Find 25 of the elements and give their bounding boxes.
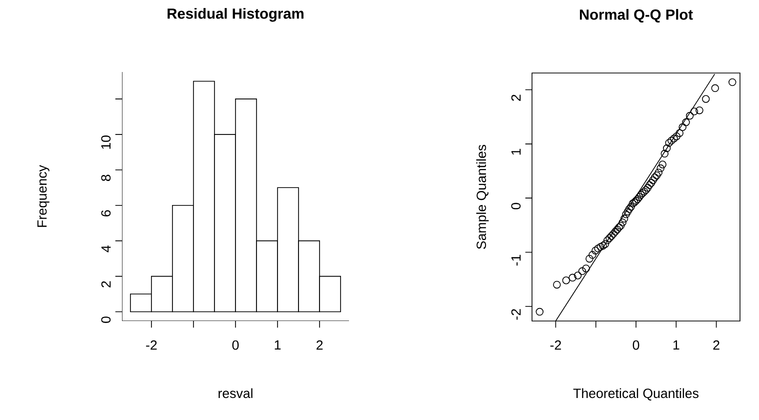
x-tick-label: 1 — [274, 340, 281, 350]
y-axis-title: Sample Quantiles — [476, 144, 489, 249]
y-tick-label: 4 — [101, 246, 111, 252]
x-tick-label: 2 — [316, 340, 323, 350]
y-tick-label: 0 — [511, 202, 521, 210]
y-tick-label: 1 — [511, 148, 521, 155]
x-tick-label: -2 — [550, 340, 561, 350]
y-tick-label: 2 — [101, 281, 111, 288]
y-axis-title: Frequency — [37, 165, 50, 227]
x-tick-label: 1 — [673, 340, 680, 350]
y-tick-label: 0 — [101, 316, 111, 323]
chart-title: Normal Q-Q Plot — [580, 9, 693, 23]
x-axis-title: resval — [218, 388, 252, 398]
x-tick-label: 0 — [232, 340, 239, 350]
x-axis-title: Theoretical Quantiles — [573, 388, 698, 400]
x-tick-label: -2 — [146, 340, 157, 350]
y-tick-label: -2 — [511, 309, 521, 320]
x-tick-label: 0 — [632, 340, 640, 350]
y-tick-label: 8 — [101, 174, 111, 182]
chart-title: Residual Histogram — [168, 8, 304, 22]
y-tick-label: -1 — [511, 254, 521, 266]
x-tick-label: 2 — [713, 340, 720, 350]
y-tick-label: 2 — [511, 94, 521, 101]
y-tick-label: 6 — [101, 210, 111, 216]
y-tick-label: 10 — [101, 136, 111, 149]
